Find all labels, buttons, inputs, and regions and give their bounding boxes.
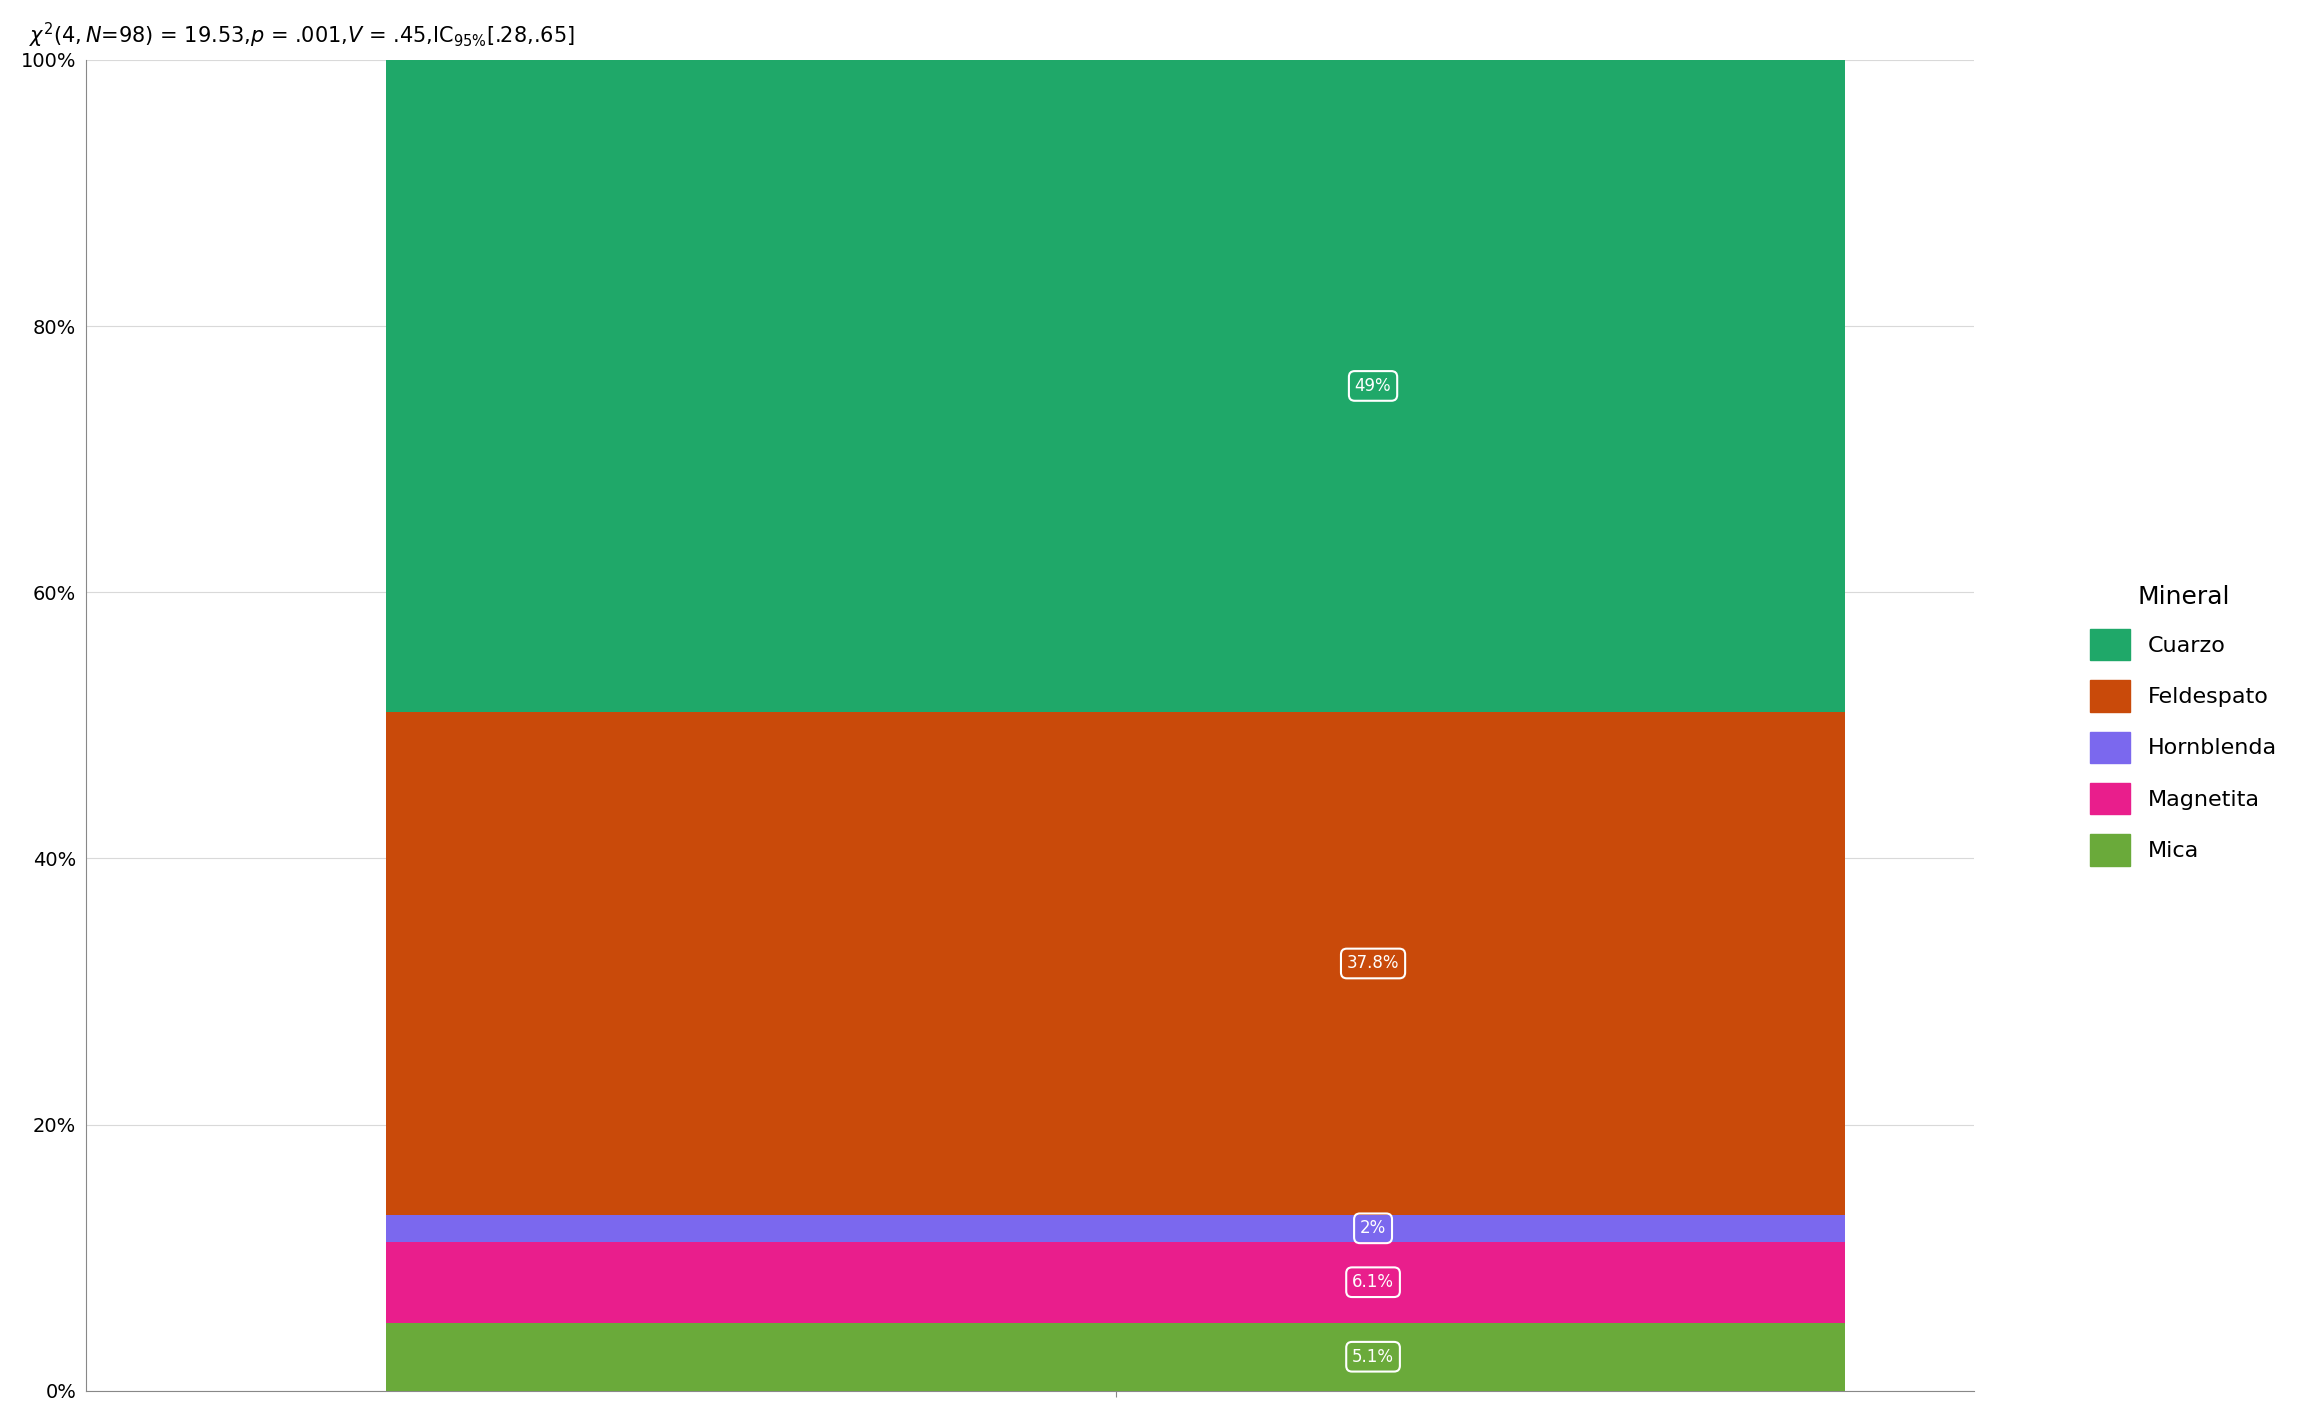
Bar (387, 60, 1846, 712)
Text: 6.1%: 6.1% (1352, 1274, 1394, 1291)
Text: $\chi^2(4,\mathit{N}$=98) = 19.53,$\mathit{p}$ = .001,$\mathit{V}$ = .45,IC$_{95: $\chi^2(4,\mathit{N}$=98) = 19.53,$\math… (30, 21, 576, 50)
Text: 49%: 49% (1355, 377, 1392, 396)
Bar (387, 1242, 1846, 1323)
Legend: Cuarzo, Feldespato, Hornblenda, Magnetita, Mica: Cuarzo, Feldespato, Hornblenda, Magnetit… (2078, 573, 2288, 877)
Bar (387, 1215, 1846, 1242)
Bar (387, 1323, 1846, 1390)
Bar (387, 712, 1846, 1215)
Text: 5.1%: 5.1% (1352, 1348, 1394, 1366)
Text: 37.8%: 37.8% (1348, 955, 1399, 972)
Text: 2%: 2% (1359, 1220, 1387, 1238)
